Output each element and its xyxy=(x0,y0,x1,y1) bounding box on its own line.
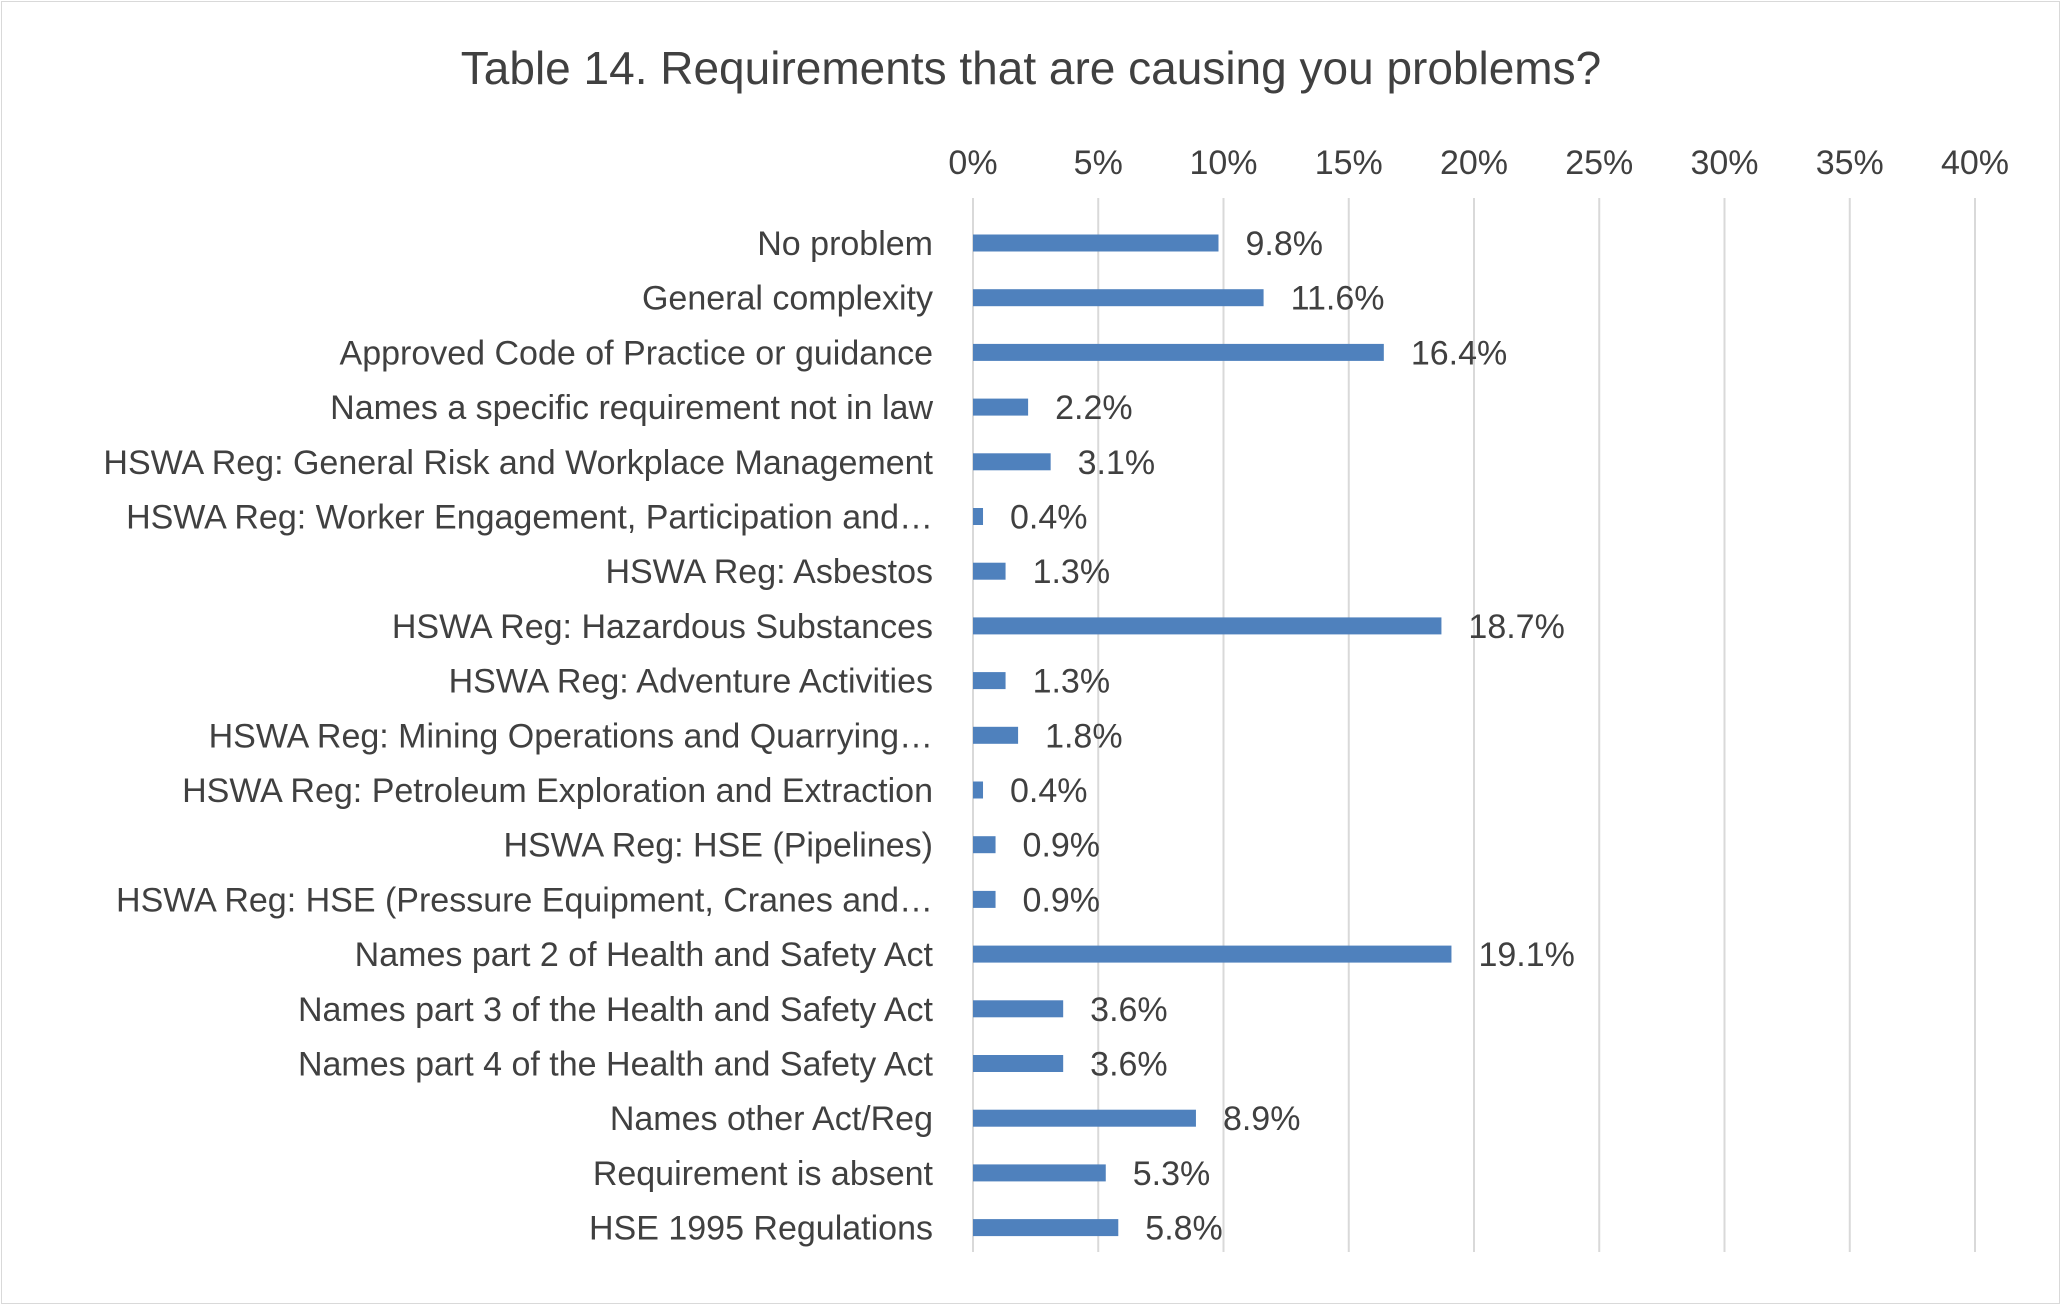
data-label: 0.9% xyxy=(1023,827,1100,865)
data-label: 11.6% xyxy=(1291,280,1385,318)
data-labels: 9.8% 11.6% 16.4% 2.2% 3.1% 0.4% 1.3% 18.7% 1.3% 1… xyxy=(1010,225,1575,1248)
data-label: 1.8% xyxy=(1045,717,1123,755)
bar xyxy=(973,508,984,525)
bar xyxy=(973,398,1029,416)
category-label: HSWA Reg: Hazardous Substances xyxy=(392,608,933,646)
category-label: No problem xyxy=(757,225,933,263)
data-label: 3.6% xyxy=(1090,1046,1168,1084)
category-label: Names part 3 of the Health and Safety Ac… xyxy=(298,991,934,1029)
category-label: Names part 4 of the Health and Safety Ac… xyxy=(298,1046,934,1084)
x-tick-label: 0% xyxy=(948,144,997,182)
category-label: HSE 1995 Regulations xyxy=(589,1210,933,1248)
bar xyxy=(973,1219,1119,1237)
bar xyxy=(973,781,984,799)
data-label: 19.1% xyxy=(1478,936,1574,974)
bar xyxy=(973,234,1219,252)
bars xyxy=(973,234,1452,1237)
bar xyxy=(973,617,1442,635)
bar xyxy=(973,890,996,908)
data-label: 1.3% xyxy=(1033,663,1111,701)
bar xyxy=(973,453,1051,471)
data-label: 1.3% xyxy=(1033,553,1111,591)
chart-title: Table 14. Requirements that are causing … xyxy=(461,42,1601,94)
bar xyxy=(973,289,1264,307)
category-label: HSWA Reg: Adventure Activities xyxy=(449,663,933,701)
data-label: 5.8% xyxy=(1145,1210,1223,1248)
category-label: HSWA Reg: Asbestos xyxy=(605,553,933,591)
category-label: HSWA Reg: HSE (Pipelines) xyxy=(503,827,933,865)
bar xyxy=(973,836,996,854)
category-label: Names a specific requirement not in law xyxy=(330,389,933,427)
data-label: 0.9% xyxy=(1023,881,1100,919)
data-label: 8.9% xyxy=(1223,1100,1301,1138)
data-label: 5.3% xyxy=(1133,1155,1211,1193)
bar xyxy=(973,726,1019,744)
category-label: Approved Code of Practice or guidance xyxy=(340,334,933,372)
category-label: General complexity xyxy=(642,280,933,318)
x-tick-label: 35% xyxy=(1816,144,1884,182)
data-label: 3.1% xyxy=(1078,444,1156,482)
category-label: HSWA Reg: Worker Engagement, Participati… xyxy=(126,499,933,537)
bar xyxy=(973,1109,1196,1127)
category-label: HSWA Reg: Mining Operations and Quarryin… xyxy=(209,717,933,755)
data-label: 18.7% xyxy=(1468,608,1564,646)
data-label: 0.4% xyxy=(1010,772,1088,810)
gridlines xyxy=(972,198,1976,1252)
x-tick-label: 25% xyxy=(1565,144,1633,182)
x-tick-label: 5% xyxy=(1074,144,1123,182)
data-label: 3.6% xyxy=(1090,991,1168,1029)
category-label: Names other Act/Reg xyxy=(610,1100,933,1138)
data-label: 2.2% xyxy=(1055,389,1133,427)
data-label: 16.4% xyxy=(1411,334,1507,372)
bar xyxy=(973,1000,1064,1018)
bar xyxy=(973,945,1452,963)
data-label: 0.4% xyxy=(1010,499,1088,537)
x-tick-label: 40% xyxy=(1941,144,2009,182)
bar xyxy=(973,562,1006,580)
x-tick-label: 30% xyxy=(1690,144,1758,182)
bar xyxy=(973,1164,1106,1182)
data-label: 9.8% xyxy=(1245,225,1323,263)
bar xyxy=(973,343,1384,361)
x-tick-label: 20% xyxy=(1440,144,1508,182)
category-label: Requirement is absent xyxy=(593,1155,934,1193)
bar xyxy=(973,1055,1064,1072)
x-axis-ticks: 0% 5% 10% 15% 20% 25% 30% 35% 40% xyxy=(948,144,2009,182)
category-label: Names part 2 of Health and Safety Act xyxy=(355,936,934,974)
category-label: HSWA Reg: General Risk and Workplace Man… xyxy=(103,444,933,482)
category-label: HSWA Reg: Petroleum Exploration and Extr… xyxy=(182,772,933,810)
category-label: HSWA Reg: HSE (Pressure Equipment, Crane… xyxy=(116,881,933,919)
x-tick-label: 15% xyxy=(1315,144,1383,182)
x-tick-label: 10% xyxy=(1189,144,1257,182)
category-labels: No problem General complexity Approved Cod… xyxy=(103,225,933,1248)
bar xyxy=(973,672,1006,690)
